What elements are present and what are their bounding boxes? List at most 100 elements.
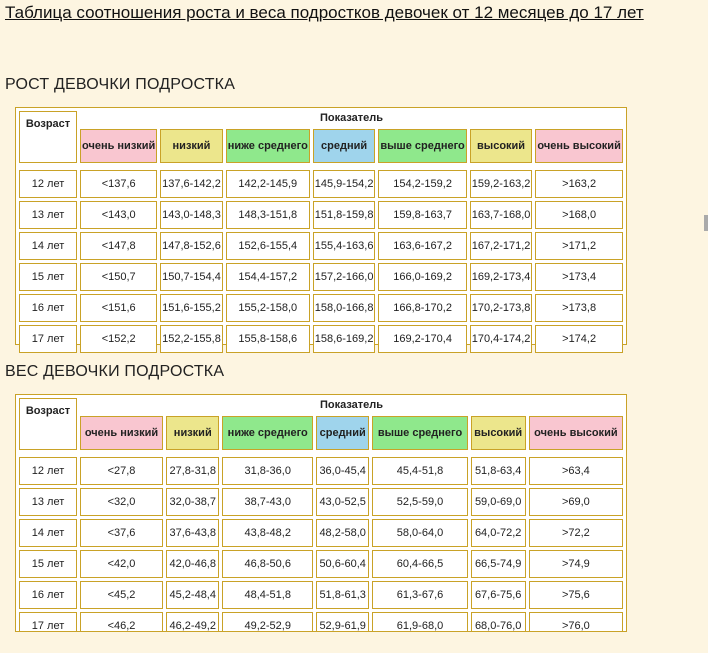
row-spacer [19, 453, 623, 454]
value-cell: 45,4-51,8 [372, 457, 468, 485]
value-cell: 64,0-72,2 [470, 519, 526, 547]
age-cell: 12 лет [19, 170, 77, 198]
value-cell: 66,5-74,9 [470, 550, 526, 578]
value-cell: 51,8-61,3 [315, 581, 370, 609]
value-cell: 145,9-154,2 [312, 170, 376, 198]
value-cell: 147,8-152,6 [160, 232, 223, 260]
value-cell: 48,4-51,8 [222, 581, 313, 609]
value-cell: 155,4-163,6 [312, 232, 376, 260]
value-cell: >173,8 [535, 294, 623, 322]
age-header: Возраст [19, 111, 77, 163]
age-cell: 15 лет [19, 550, 77, 578]
value-cell: 36,0-45,4 [315, 457, 370, 485]
table-row: 17 лет <152,2 152,2-155,8 155,8-158,6 158,6-… [19, 325, 623, 353]
value-cell: <37,6 [80, 519, 164, 547]
value-cell: >75,6 [528, 581, 623, 609]
value-cell: 170,2-173,8 [469, 294, 533, 322]
value-cell: 155,8-158,6 [225, 325, 310, 353]
value-cell: 50,6-60,4 [315, 550, 370, 578]
value-cell: <152,2 [80, 325, 158, 353]
table-row: 15 лет <42,0 42,0-46,8 46,8-50,6 50,6-60,4 60… [19, 550, 623, 578]
table-row: 16 лет <151,6 151,6-155,2 155,2-158,0 158,0-… [19, 294, 623, 322]
table-row: 12 лет <137,6 137,6-142,2 142,2-145,9 145,9-… [19, 170, 623, 198]
value-cell: 52,5-59,0 [372, 488, 468, 516]
value-cell: >168,0 [535, 201, 623, 229]
value-cell: 154,4-157,2 [225, 263, 310, 291]
age-header: Возраст [19, 398, 77, 450]
value-cell: <137,6 [80, 170, 158, 198]
age-cell: 15 лет [19, 263, 77, 291]
category-high: высокий [469, 128, 533, 163]
height-table: Возраст Показатель очень низкий низкий н… [15, 107, 627, 353]
category-below-average: ниже среднего [222, 415, 313, 450]
value-cell: 137,6-142,2 [160, 170, 223, 198]
value-cell: 45,2-48,4 [166, 581, 220, 609]
table-row: 12 лет <27,8 27,8-31,8 31,8-36,0 36,0-45,4 45… [19, 457, 623, 485]
value-cell: 166,0-169,2 [378, 263, 467, 291]
value-cell: 61,9-68,0 [372, 612, 468, 631]
height-section-heading: РОСТ ДЕВОЧКИ ПОДРОСТКА [5, 76, 236, 93]
value-cell: 159,8-163,7 [378, 201, 467, 229]
value-cell: >63,4 [528, 457, 623, 485]
value-cell: 167,2-171,2 [469, 232, 533, 260]
category-average: средний [312, 128, 376, 163]
value-cell: 37,6-43,8 [166, 519, 220, 547]
table-row: 17 лет <46,2 46,2-49,2 49,2-52,9 52,9-61,9 61… [19, 612, 623, 631]
value-cell: >76,0 [528, 612, 623, 631]
value-cell: 51,8-63,4 [470, 457, 526, 485]
value-cell: 60,4-66,5 [372, 550, 468, 578]
value-cell: 150,7-154,4 [160, 263, 223, 291]
value-cell: 163,7-168,0 [469, 201, 533, 229]
value-cell: 43,8-48,2 [222, 519, 313, 547]
table-row: 15 лет <150,7 150,7-154,4 154,4-157,2 157,2-… [19, 263, 623, 291]
value-cell: 159,2-163,2 [469, 170, 533, 198]
value-cell: >72,2 [528, 519, 623, 547]
value-cell: 158,0-166,8 [312, 294, 376, 322]
value-cell: 163,6-167,2 [378, 232, 467, 260]
value-cell: >163,2 [535, 170, 623, 198]
value-cell: 43,0-52,5 [315, 488, 370, 516]
age-cell: 13 лет [19, 488, 77, 516]
age-cell: 12 лет [19, 457, 77, 485]
table-row: 14 лет <37,6 37,6-43,8 43,8-48,2 48,2-58,0 58… [19, 519, 623, 547]
value-cell: 27,8-31,8 [166, 457, 220, 485]
indicator-header: Показатель [80, 111, 623, 126]
table-row: 16 лет <45,2 45,2-48,4 48,4-51,8 51,8-61,3 61… [19, 581, 623, 609]
value-cell: 42,0-46,8 [166, 550, 220, 578]
category-high: высокий [470, 415, 526, 450]
age-cell: 17 лет [19, 612, 77, 631]
value-cell: <42,0 [80, 550, 164, 578]
category-very-high: очень высокий [528, 415, 623, 450]
value-cell: 151,6-155,2 [160, 294, 223, 322]
value-cell: 151,8-159,8 [312, 201, 376, 229]
value-cell: 31,8-36,0 [222, 457, 313, 485]
value-cell: 68,0-76,0 [470, 612, 526, 631]
value-cell: <143,0 [80, 201, 158, 229]
category-very-low: очень низкий [80, 415, 164, 450]
scrollbar-thumb[interactable] [704, 215, 708, 231]
age-cell: 17 лет [19, 325, 77, 353]
value-cell: 52,9-61,9 [315, 612, 370, 631]
value-cell: >69,0 [528, 488, 623, 516]
value-cell: >171,2 [535, 232, 623, 260]
value-cell: 157,2-166,0 [312, 263, 376, 291]
value-cell: >174,2 [535, 325, 623, 353]
age-cell: 16 лет [19, 294, 77, 322]
age-cell: 14 лет [19, 232, 77, 260]
value-cell: 46,8-50,6 [222, 550, 313, 578]
category-low: низкий [160, 128, 223, 163]
value-cell: <46,2 [80, 612, 164, 631]
value-cell: 143,0-148,3 [160, 201, 223, 229]
value-cell: <150,7 [80, 263, 158, 291]
value-cell: 158,6-169,2 [312, 325, 376, 353]
value-cell: 152,6-155,4 [225, 232, 310, 260]
weight-table: Возраст Показатель очень низкий низкий н… [15, 394, 627, 632]
age-cell: 16 лет [19, 581, 77, 609]
category-very-low: очень низкий [80, 128, 158, 163]
value-cell: 49,2-52,9 [222, 612, 313, 631]
age-cell: 14 лет [19, 519, 77, 547]
height-table-grid: Возраст Показатель очень низкий низкий н… [16, 108, 626, 356]
page-title: Таблица соотношения роста и веса подрост… [5, 3, 644, 22]
category-very-high: очень высокий [535, 128, 623, 163]
value-cell: <45,2 [80, 581, 164, 609]
